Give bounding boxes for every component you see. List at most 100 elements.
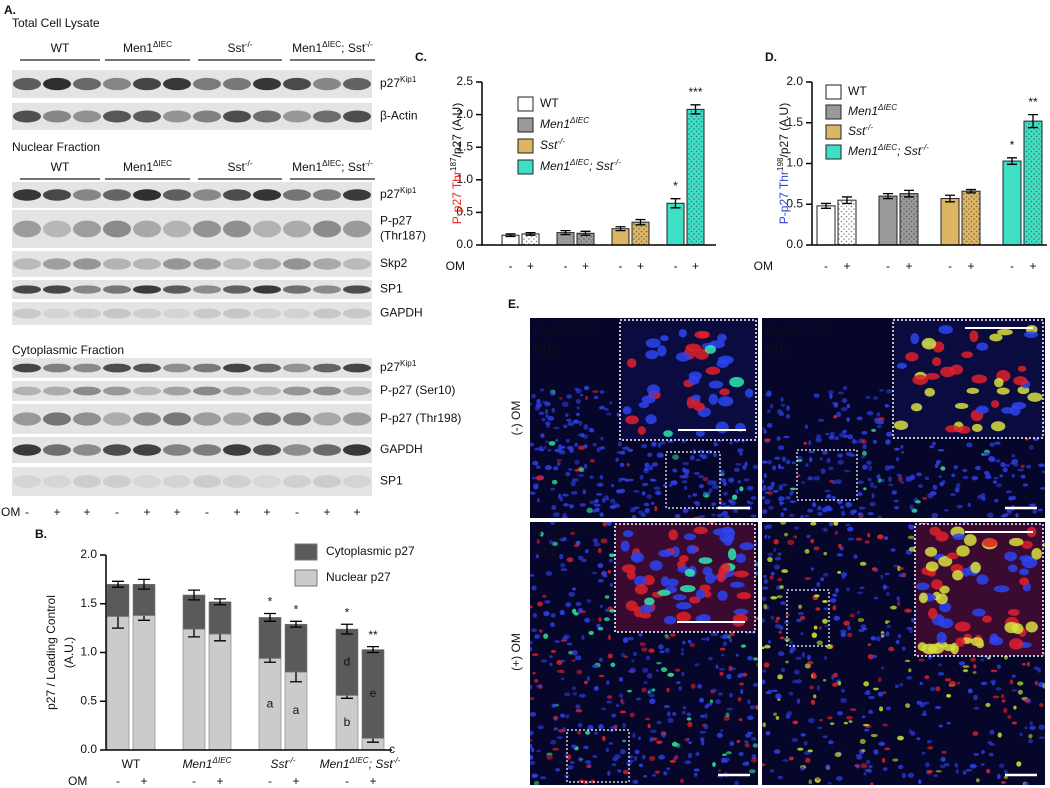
blot-band [43,220,71,238]
cell [530,491,536,495]
significance: * [268,595,273,609]
cell [985,702,991,707]
bar [878,195,898,246]
cell [752,682,758,687]
cell [545,464,552,471]
cell [666,578,679,587]
group-label: Sst-/- [227,159,252,175]
cell [550,613,556,618]
group-label: WT [51,160,70,174]
cell [822,618,828,624]
cell [880,631,885,635]
cell [574,442,579,448]
blot-band [103,110,131,123]
cell [791,461,796,465]
cell [549,662,553,667]
blot-band [73,308,101,319]
cell [766,423,773,428]
blot-band [103,220,131,238]
blot-band [103,189,131,201]
cell [810,567,815,571]
cell [584,549,589,554]
cell [638,763,644,768]
cell [1008,496,1013,501]
cell [737,448,744,453]
cell [536,475,543,481]
cell [585,730,591,735]
cell [582,489,587,495]
cell [1019,732,1023,737]
cell [897,735,904,741]
cell [863,771,867,776]
cell [593,395,599,400]
group-label-part: Men1 [123,41,153,55]
cell [808,779,813,785]
cell [649,560,663,571]
x-tick-label: + [369,774,376,788]
cell [1039,703,1044,708]
cell [982,615,992,623]
cell [823,551,828,556]
cell [670,480,676,485]
group-label-part: WT [122,757,141,771]
bar-segment [132,615,156,751]
cell [867,477,872,482]
cell [871,567,877,571]
cell [1029,725,1036,731]
cell [762,669,767,673]
cell [619,462,625,468]
cell [835,587,839,593]
cell [816,640,823,646]
cell [961,351,973,359]
cell [686,737,690,741]
cell [684,568,696,577]
cell [635,697,642,701]
cell [774,556,782,561]
cell [779,585,784,589]
y-tick-label: 1.0 [786,156,803,170]
cell [577,722,583,728]
cell [627,689,632,693]
cell [860,763,868,769]
region-box [786,589,830,647]
cell [570,490,578,495]
cell [708,380,724,389]
cell [939,764,946,769]
cell [687,721,693,728]
cell [939,481,944,487]
cell [994,498,999,503]
cell [603,407,609,411]
x-tick-label: + [843,259,850,273]
cell [558,729,565,733]
cell [780,396,784,403]
cell [927,746,934,750]
cell [671,741,678,747]
cell [1042,683,1045,689]
cell [864,540,870,544]
cell [897,633,902,639]
cell [861,627,868,631]
blot-label-part: GAPDH [380,306,423,320]
cell [747,731,754,735]
cell [550,649,556,653]
cell [702,490,707,497]
om-sign: - [115,505,119,519]
cell [860,455,866,459]
cell [778,651,785,657]
blot-band [13,308,41,319]
cell [570,480,576,487]
error-bar [883,193,893,200]
cell [809,685,815,690]
blot-band [193,258,221,270]
cell [585,764,592,769]
cell [1004,551,1018,562]
cell [801,652,806,658]
cell [990,400,1000,408]
blot-strip [12,182,372,208]
cell [765,731,771,736]
cell [842,429,848,434]
micrograph [530,522,758,785]
cell [598,617,602,622]
cell [809,457,813,463]
blot-band [103,285,131,294]
